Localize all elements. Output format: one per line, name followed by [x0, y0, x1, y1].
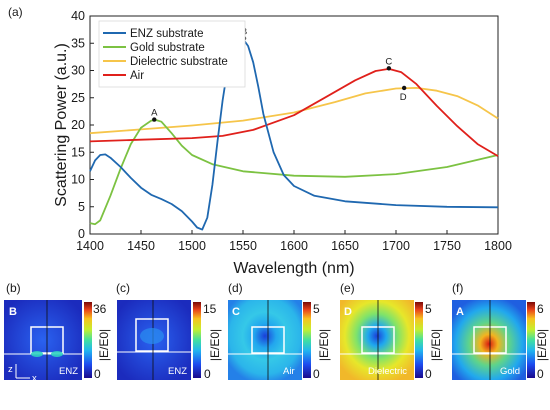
cb-min-e: 0	[425, 367, 432, 381]
cb-max-c: 15	[203, 302, 217, 316]
colorbar-f	[527, 302, 535, 378]
x-tick-label: 1550	[229, 239, 257, 253]
annotation-label-a: A	[151, 108, 158, 119]
series-line-enz	[89, 38, 499, 231]
panel-label-f: (f)	[452, 281, 463, 295]
x-tick-label: 1650	[331, 239, 359, 253]
colorbar-d	[303, 302, 311, 378]
cb-min-c: 0	[204, 367, 211, 381]
resonator-outline-c	[135, 318, 169, 352]
annotation-label-c: C	[385, 56, 392, 67]
map-tag-c: ENZ	[168, 366, 187, 377]
y-tick-label: 40	[71, 9, 85, 23]
y-axis: 0 5 10 15 20 25 30 35 40	[71, 9, 94, 241]
heatmap-b	[4, 300, 82, 380]
cb-title-f: |E/E0|	[535, 329, 549, 361]
panel-label-d: (d)	[228, 281, 243, 295]
hotspot-c	[140, 328, 164, 344]
y-tick-label: 15	[71, 145, 85, 159]
cb-min-d: 0	[313, 367, 320, 381]
map-tag-e: Dielectric	[368, 366, 407, 377]
x-tick-label: 1400	[76, 239, 104, 253]
cb-max-e: 5	[425, 302, 432, 316]
map-corner-f: A	[456, 306, 464, 318]
series-line-air	[89, 68, 499, 157]
panel-label-e: (e)	[340, 281, 355, 295]
legend-label-dielectric: Dielectric substrate	[130, 56, 228, 68]
x-tick-label: 1450	[127, 239, 155, 253]
y-tick-label: 25	[71, 91, 85, 105]
x-axis-title: Wavelength (nm)	[233, 260, 354, 277]
series-line-gold	[89, 119, 499, 226]
y-tick-label: 10	[71, 173, 85, 187]
x-tick-label: 1600	[280, 239, 308, 253]
map-tag-b: ENZ	[59, 366, 78, 377]
panel-label-c: (c)	[116, 281, 130, 295]
axis-indicator-x: x	[32, 373, 37, 384]
series-lines	[89, 38, 499, 231]
map-tag-d: Air	[283, 366, 295, 377]
colorbar-e	[415, 302, 423, 378]
cb-title-c: |E/E0|	[208, 329, 222, 361]
annotation-point-c	[386, 66, 392, 71]
heatmap-d	[228, 300, 302, 380]
cb-title-b: |E/E0|	[97, 329, 111, 361]
panel-label-b: (b)	[6, 281, 21, 295]
hotspot-b-right	[51, 351, 63, 357]
cb-min-b: 0	[94, 367, 101, 381]
colorbar-b	[84, 302, 92, 378]
field-map-e: (e) D Dielectric 5 0 |E/E0|	[340, 281, 443, 381]
y-tick-label: 35	[71, 36, 85, 50]
annotation-point-d	[401, 85, 407, 91]
axis-indicator-z: z	[8, 364, 13, 375]
map-corner-e: D	[344, 306, 352, 318]
heatmap-e	[340, 300, 414, 380]
x-tick-label: 1750	[433, 239, 461, 253]
series-line-dielectric	[89, 87, 499, 135]
x-tick-label: 1800	[484, 239, 512, 253]
annotation-point-a	[152, 117, 157, 122]
legend-label-enz: ENZ substrate	[130, 28, 204, 40]
y-tick-label: 5	[78, 200, 85, 214]
map-tag-f: Gold	[500, 366, 520, 377]
y-tick-label: 20	[71, 118, 85, 132]
cb-max-d: 5	[313, 302, 320, 316]
field-maps: (b) B ENZ 36 0 |E/E0| z x (c)	[4, 281, 549, 384]
legend-label-air: Air	[130, 70, 144, 82]
x-axis: 1400 1450 1500 1550 1600 1650 1700 1750 1800	[76, 230, 512, 253]
map-corner-b: B	[9, 306, 17, 318]
annotation-label-d: D	[400, 92, 407, 103]
legend: ENZ substrate Gold substrate Dielectric …	[98, 20, 246, 88]
field-map-d: (d) C Air 5 0 |E/E0|	[228, 281, 331, 381]
cb-max-b: 36	[93, 302, 107, 316]
legend-label-gold: Gold substrate	[130, 42, 205, 54]
field-map-f: (f) A Gold 6 0 |E/E0|	[452, 281, 549, 381]
map-corner-d: C	[232, 306, 240, 318]
cb-title-d: |E/E0|	[317, 329, 331, 361]
hotspot-b-left	[31, 351, 43, 357]
main-plot: 1400 1450 1500 1550 1600 1650 1700 1750 1800 0 5 1…	[53, 9, 512, 277]
y-tick-label: 30	[71, 64, 85, 78]
cb-title-e: |E/E0|	[429, 329, 443, 361]
x-tick-label: 1700	[382, 239, 410, 253]
heatmap-f	[452, 300, 526, 380]
y-axis-title: Scattering Power (a.u.)	[53, 43, 70, 207]
y-tick-label: 0	[78, 227, 85, 241]
colorbar-c	[193, 302, 201, 378]
field-map-b: (b) B ENZ 36 0 |E/E0| z x	[4, 281, 111, 384]
cb-min-f: 0	[537, 367, 544, 381]
cb-max-f: 6	[537, 302, 544, 316]
x-tick-label: 1500	[178, 239, 206, 253]
figure-label: (a)	[8, 5, 23, 19]
field-map-c: (c) ENZ 15 0 |E/E0|	[116, 281, 222, 381]
